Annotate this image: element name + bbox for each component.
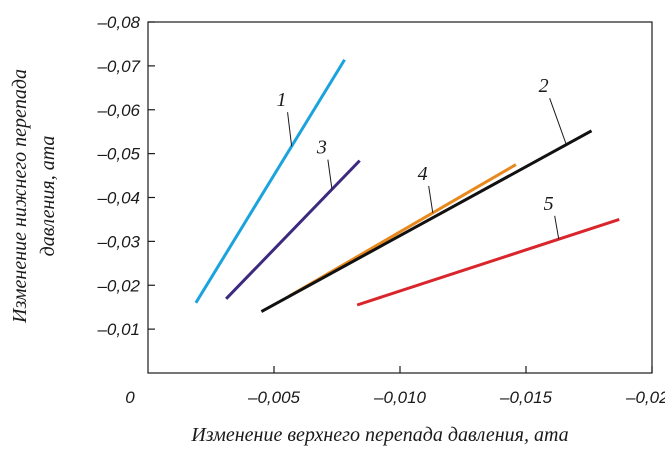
series-line-5: [356, 218, 620, 307]
series-line-3: [225, 159, 361, 300]
y-tick-label: –0,05: [96, 145, 140, 164]
y-tick-label: –0,02: [96, 276, 140, 295]
series-label-3: 3: [316, 137, 327, 159]
y-tick-label: –0,04: [96, 189, 140, 208]
series-leader-4: [428, 185, 434, 213]
x-tick-label: –0,020: [625, 388, 665, 407]
series-leader-1: [287, 112, 293, 147]
x-tick-label: –0,010: [373, 388, 427, 407]
x-tick-label: –0,005: [247, 388, 301, 407]
series-label-2: 2: [539, 75, 549, 97]
axes-group: –0,01 –0,02 –0,03 –0,04 –0,05 –0,06 –0,07 –0,08…: [96, 13, 665, 407]
y-tick-label: –0,06: [96, 101, 140, 120]
plot-frame: [147, 21, 653, 374]
series-labels-group: 1 3 4 2 5: [277, 75, 567, 240]
series-leader-2: [549, 98, 567, 145]
series-line-2: [260, 129, 593, 313]
y-tick-label: –0,03: [96, 232, 140, 251]
x-axis-title: Изменение верхнего перепада давления, ат…: [190, 424, 568, 446]
series-label-5: 5: [544, 193, 554, 215]
y-tick-label: –0,07: [96, 57, 140, 76]
series-leader-5: [554, 215, 560, 240]
series-label-1: 1: [277, 89, 287, 111]
y-axis-title-line-1: Изменение нижнего перепада: [9, 69, 31, 324]
x-tick-label: –0,015: [499, 388, 553, 407]
x-tick-label: 0: [125, 388, 135, 407]
y-tick-label: –0,08: [96, 13, 140, 32]
y-tick-label: –0,01: [96, 320, 140, 339]
y-axis-title-line-2: давления, ата: [37, 136, 59, 257]
series-line-1: [194, 58, 346, 304]
series-group: [194, 58, 620, 313]
series-label-4: 4: [418, 163, 428, 185]
series-leader-3: [327, 159, 333, 190]
